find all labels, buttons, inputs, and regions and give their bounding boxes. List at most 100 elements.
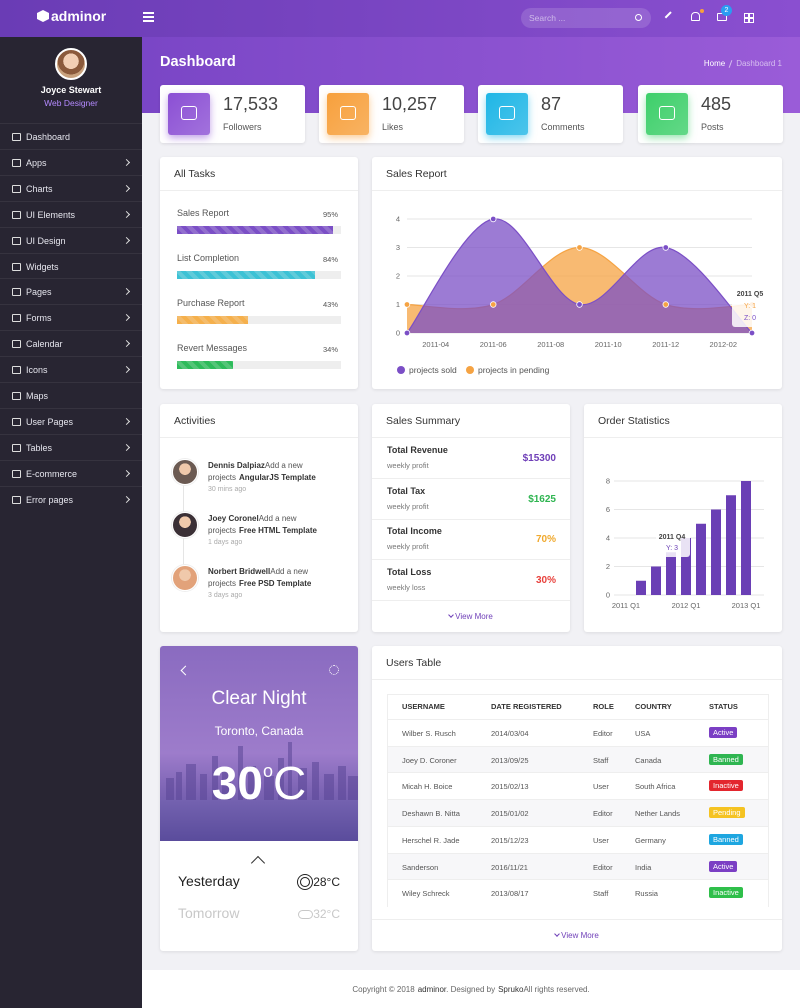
- data-point: [662, 301, 669, 308]
- card-footer-divider: [372, 919, 782, 920]
- menu-item[interactable]: E-commerce: [0, 459, 142, 487]
- breadcrumb-link[interactable]: Home: [703, 59, 726, 68]
- view-more[interactable]: View More: [372, 612, 570, 621]
- activity-avatar: [172, 512, 198, 538]
- search-placeholder: Search ...: [529, 13, 566, 23]
- table-cell: Staff: [593, 889, 609, 899]
- menu-label: Charts: [26, 183, 53, 194]
- menu-item[interactable]: UI Elements: [0, 200, 142, 228]
- skyline-building: [238, 746, 243, 800]
- notification-icon[interactable]: [691, 12, 700, 21]
- table-cell: Editor: [593, 862, 613, 872]
- menu-label: Calendar: [26, 339, 63, 350]
- activity-time: 30 mins ago: [208, 486, 247, 493]
- menu-toggle-bar[interactable]: [143, 20, 154, 22]
- menu-item[interactable]: Maps: [0, 382, 142, 409]
- summary-sub: weekly profit: [387, 542, 429, 551]
- skyline-building: [248, 766, 256, 800]
- menu-item[interactable]: Icons: [0, 356, 142, 383]
- stat-card: 87 Comments: [478, 85, 623, 143]
- data-point: [576, 301, 583, 308]
- stat-label: Posts: [701, 122, 724, 132]
- footer: Copyright © 2018 adminor. Designed by Spru…: [142, 985, 800, 994]
- apps-icon-cell[interactable]: [749, 13, 754, 18]
- chart: 0 1 2 3 4 2011-04 2011-06 2011-08 2011-10 2011-12…: [396, 215, 764, 376]
- user-avatar: [55, 48, 87, 80]
- task-name: Sales Report: [177, 208, 230, 218]
- brand-logo: [37, 10, 49, 22]
- skyline-building: [186, 764, 196, 800]
- user-role: Web Designer: [44, 98, 98, 108]
- progress-bar: [177, 271, 315, 279]
- menu-icon: [12, 417, 21, 426]
- menu-item[interactable]: Pages: [0, 278, 142, 305]
- status-badge: Inactive: [709, 887, 743, 899]
- submenu-arrow: [122, 340, 131, 348]
- x-tick-label: 2011-04: [422, 340, 449, 349]
- menu-toggle-bar[interactable]: [143, 16, 154, 18]
- chart: 0 2 4 6 8 2011 Q1 2012 Q1 2013 Q1 2011 Q4 Y: 3: [606, 477, 764, 610]
- tooltip-text: 2011 Q5: [737, 291, 764, 298]
- menu-item[interactable]: Dashboard: [0, 123, 142, 150]
- footer-designer[interactable]: Spruko: [498, 985, 524, 994]
- footer-brand[interactable]: adminor: [417, 985, 447, 994]
- table-row: Micah H. Boice 2015/02/13 User South Africa…: [388, 772, 768, 801]
- forecast-day: Tomorrow: [178, 905, 240, 921]
- summary-label: Total Loss: [387, 566, 432, 577]
- menu-item[interactable]: Charts: [0, 174, 142, 202]
- card-title: Users Table: [386, 657, 442, 669]
- menu-label: UI Elements: [26, 209, 76, 220]
- menu-item[interactable]: UI Design: [0, 226, 142, 254]
- column-header: STATUS: [709, 702, 738, 711]
- summary-row: Total Income weekly profit 70%: [372, 519, 570, 560]
- settings-icon[interactable]: [329, 665, 339, 675]
- menu-item[interactable]: Forms: [0, 304, 142, 331]
- skyline-building: [324, 774, 334, 800]
- tooltip-text: Z: 0: [744, 315, 756, 322]
- skyline-building: [312, 762, 319, 800]
- menu-toggle-bar[interactable]: [143, 12, 154, 14]
- table-cell: South Africa: [635, 782, 676, 792]
- stat-icon-glyph: [499, 106, 515, 120]
- menu-item[interactable]: Widgets: [0, 252, 142, 280]
- summary-row: Total Tax weekly profit $1625: [372, 479, 570, 520]
- view-more[interactable]: View More: [372, 931, 782, 940]
- skyline-building: [348, 776, 358, 800]
- sales-summary-card: Sales Summary Total Revenue weekly profit $…: [372, 404, 570, 632]
- stat-card: 10,257 Likes: [319, 85, 464, 143]
- y-tick-label: 2: [606, 562, 610, 571]
- collapse-caret[interactable]: [250, 855, 266, 871]
- summary-sub: weekly profit: [387, 461, 429, 470]
- progress-bar: [177, 316, 248, 324]
- table-row: Wiley Schreck 2013/08/17 Staff Russia Inacti…: [388, 879, 768, 907]
- table-cell: Sanderson: [402, 862, 439, 872]
- menu-icon: [12, 443, 21, 452]
- stat-value: 87: [541, 94, 562, 114]
- activities-card: Activities Dennis DalpiazAdd a new projec…: [160, 404, 358, 632]
- back-arrow[interactable]: [180, 665, 191, 676]
- table-cell: USA: [635, 729, 651, 738]
- menu-item[interactable]: Error pages: [0, 485, 142, 513]
- y-tick-label: 3: [396, 243, 400, 252]
- menu-item[interactable]: User Pages: [0, 407, 142, 435]
- search-box[interactable]: Search ...: [521, 8, 651, 28]
- bar: [696, 523, 706, 595]
- tooltip-text: 2011 Q4: [659, 534, 686, 541]
- menu-item[interactable]: Apps: [0, 148, 142, 176]
- activity-project: Free HTML Template: [239, 526, 317, 535]
- menu-item[interactable]: Tables: [0, 433, 142, 461]
- apps-icon-cell[interactable]: [744, 13, 749, 18]
- summary-label: Total Tax: [387, 485, 426, 496]
- legend-label: projects sold: [409, 365, 457, 375]
- apps-icon-cell[interactable]: [749, 18, 754, 23]
- stat-icon: [646, 93, 688, 135]
- apps-icon-cell[interactable]: [744, 18, 749, 23]
- status-badge: Banned: [709, 753, 743, 765]
- task-percent: 95%: [322, 210, 338, 219]
- column-header: ROLE: [593, 702, 614, 711]
- menu-icon: [12, 288, 21, 297]
- menu-item[interactable]: Calendar: [0, 330, 142, 357]
- table-cell: Germany: [635, 835, 666, 845]
- data-point: [576, 244, 583, 251]
